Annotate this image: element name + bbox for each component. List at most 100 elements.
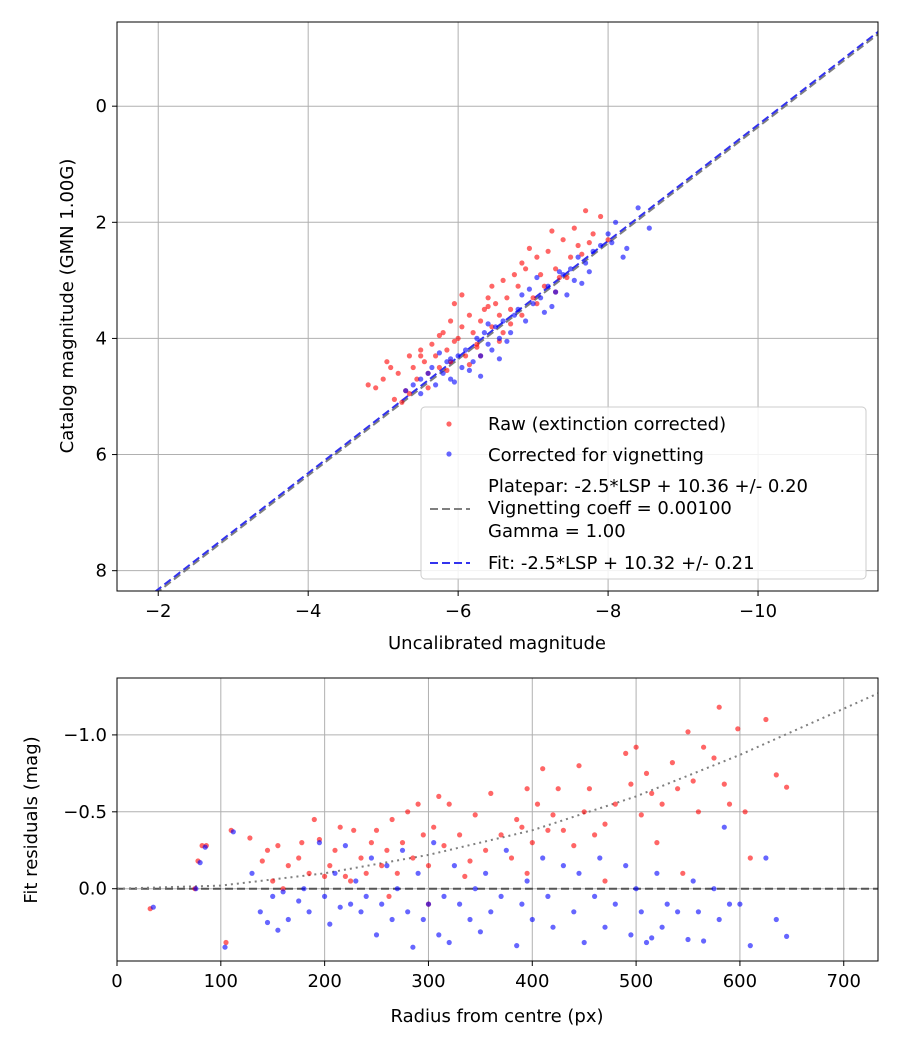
raw-point xyxy=(602,821,608,827)
raw-point xyxy=(690,778,696,784)
raw-point xyxy=(784,784,790,790)
raw-point xyxy=(264,847,271,853)
corrected-point xyxy=(556,269,563,275)
raw-point xyxy=(716,704,722,710)
corrected-point xyxy=(316,840,322,846)
raw-point xyxy=(457,832,463,838)
raw-point xyxy=(466,362,472,368)
corrected-point xyxy=(649,935,655,941)
raw-point xyxy=(459,324,465,330)
raw-point xyxy=(726,801,733,807)
y-tick-label: 0.0 xyxy=(78,879,107,900)
raw-point xyxy=(488,790,494,797)
corrected-point xyxy=(429,364,435,371)
corrected-point xyxy=(493,324,499,330)
corrected-point xyxy=(285,916,291,923)
raw-point xyxy=(550,812,556,818)
corrected-point xyxy=(332,870,338,876)
corrected-point xyxy=(524,878,530,884)
corrected-point xyxy=(478,373,484,379)
corrected-point xyxy=(654,870,660,876)
x-tick-label: 600 xyxy=(723,971,757,992)
raw-point xyxy=(538,272,544,278)
raw-point xyxy=(472,812,478,818)
x-tick-label: 0 xyxy=(111,971,122,992)
raw-point xyxy=(508,321,514,327)
corrected-point xyxy=(418,391,424,397)
top-chart: −2 −4 −6 −8 −10 0 2 4 6 8 Uncalibrated magnitude… xyxy=(57,21,879,654)
raw-point xyxy=(415,801,421,807)
corrected-point xyxy=(515,306,521,312)
raw-point xyxy=(568,254,574,260)
corrected-point xyxy=(529,916,535,923)
top-scatter-points xyxy=(365,205,652,405)
raw-point xyxy=(474,344,480,350)
corrected-point xyxy=(418,376,424,382)
raw-point xyxy=(332,847,338,853)
raw-point xyxy=(285,863,291,869)
corrected-point xyxy=(368,855,374,861)
corrected-point xyxy=(620,254,626,260)
corrected-point xyxy=(296,898,302,904)
raw-point xyxy=(654,840,660,846)
raw-point xyxy=(467,858,473,864)
raw-point xyxy=(500,277,506,283)
raw-point xyxy=(395,370,401,376)
corrected-point xyxy=(659,924,665,930)
top-plot-frame xyxy=(116,21,879,592)
corrected-point xyxy=(530,301,536,307)
raw-point xyxy=(504,295,510,301)
corrected-point xyxy=(489,347,495,353)
fit-line xyxy=(157,33,878,591)
raw-point xyxy=(391,396,397,402)
raw-point xyxy=(549,228,555,234)
corrected-point xyxy=(586,269,592,275)
corrected-point xyxy=(448,376,454,382)
corrected-point xyxy=(763,855,769,861)
corrected-point xyxy=(481,330,487,336)
raw-point xyxy=(575,242,581,249)
raw-point xyxy=(571,843,577,849)
raw-point xyxy=(421,359,427,365)
raw-point xyxy=(545,827,551,833)
bottom-chart: 0 100 200 300 400 500 600 700 0.0 −0.5 −1.0 Radiu… xyxy=(21,677,879,1027)
raw-point xyxy=(586,786,593,792)
raw-point xyxy=(348,878,354,884)
raw-point xyxy=(433,353,439,359)
raw-point xyxy=(299,840,305,846)
vignetting-curve xyxy=(117,692,878,890)
corrected-point xyxy=(463,347,469,353)
raw-point xyxy=(406,353,412,359)
corrected-point xyxy=(711,886,717,892)
corrected-point xyxy=(483,870,489,876)
corrected-point xyxy=(545,283,551,289)
raw-point xyxy=(399,399,405,405)
raw-point xyxy=(773,772,779,778)
raw-point xyxy=(337,824,343,830)
raw-point xyxy=(418,347,424,353)
corrected-point xyxy=(675,909,681,915)
raw-point xyxy=(534,254,540,260)
corrected-point xyxy=(441,893,447,900)
corrected-point xyxy=(511,312,517,318)
raw-point xyxy=(388,364,394,371)
y-tick-label: −1.0 xyxy=(63,725,107,746)
corrected-point xyxy=(504,338,510,344)
legend-box xyxy=(420,406,867,580)
corrected-point xyxy=(488,909,494,915)
raw-point xyxy=(425,385,431,391)
raw-point xyxy=(581,809,587,815)
corrected-point xyxy=(514,943,520,949)
raw-point xyxy=(440,330,446,336)
raw-point xyxy=(711,755,717,761)
raw-point xyxy=(586,240,592,246)
raw-point xyxy=(448,318,454,324)
corrected-point xyxy=(737,901,743,907)
raw-point xyxy=(638,812,644,818)
corrected-point xyxy=(280,889,286,895)
corrected-point xyxy=(264,919,271,926)
corrected-point xyxy=(541,309,548,315)
raw-point xyxy=(466,312,472,318)
raw-point xyxy=(564,274,570,281)
corrected-point xyxy=(538,295,544,301)
